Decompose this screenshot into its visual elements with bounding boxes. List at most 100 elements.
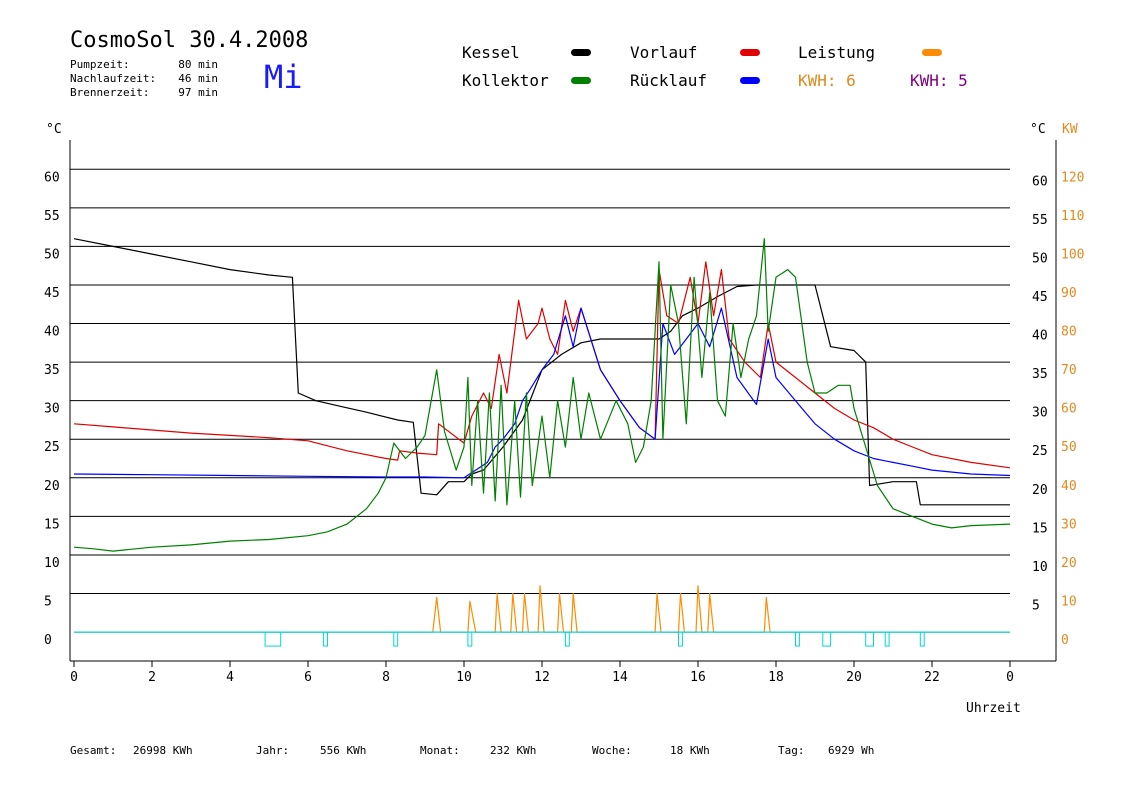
pump-marker — [467, 631, 473, 647]
kw-tick-label: 40 — [1061, 479, 1077, 494]
y-tick-label-right: 15 — [1032, 521, 1048, 536]
kw-tick-label: 10 — [1061, 595, 1077, 610]
y-tick-label-right: 40 — [1032, 329, 1048, 344]
x-tick-label: 4 — [226, 670, 234, 685]
kwh-burner-value: KWH: 5 — [910, 71, 968, 90]
footer-day-label: Tag: — [778, 744, 805, 757]
kw-tick-label: 20 — [1061, 556, 1077, 571]
kw-tick-label: 110 — [1061, 209, 1084, 224]
weekday-label: Mi — [264, 58, 303, 96]
y-tick-label-right: 10 — [1032, 560, 1048, 575]
pump-marker — [393, 631, 399, 647]
kw-tick-label: 60 — [1061, 402, 1077, 417]
y-tick-label-left: 20 — [44, 479, 60, 494]
x-tick-label: 18 — [768, 670, 784, 685]
y-tick-label-left: 60 — [44, 170, 60, 185]
x-tick-label: 14 — [612, 670, 628, 685]
footer-month-label: Monat: — [420, 744, 460, 757]
x-tick-label: 0 — [1006, 670, 1014, 685]
pump-marker — [795, 631, 800, 647]
pump-marker — [564, 631, 570, 647]
x-tick-label: 6 — [304, 670, 312, 685]
legend-label-vorlauf: Vorlauf — [630, 43, 698, 62]
footer-month-value: 232 KWh — [490, 744, 537, 757]
legend-swatch-leistung — [922, 49, 942, 56]
pump-time-label: Pumpzeit: — [70, 58, 130, 71]
y-tick-label-right: 5 — [1032, 599, 1040, 614]
legend-swatch-kessel — [571, 49, 591, 56]
legend-label-ruecklauf: Rücklauf — [630, 71, 708, 90]
chart-title: CosmoSol 30.4.2008 — [70, 28, 309, 53]
y-tick-label-right: 30 — [1032, 406, 1048, 421]
y-tick-label-left: 45 — [44, 286, 60, 301]
legend-swatch-vorlauf — [740, 49, 760, 56]
kw-tick-label: 80 — [1061, 325, 1077, 340]
burner-time-value: 97 min — [178, 86, 218, 99]
footer-week-label: Woche: — [592, 744, 632, 757]
series-line-leistung — [74, 585, 1010, 633]
footer-day-value: 6929 Wh — [828, 744, 875, 757]
y-tick-label-left: 55 — [44, 209, 60, 224]
footer-total-label: Gesamt: — [70, 744, 117, 757]
legend-swatch-ruecklauf — [740, 77, 760, 84]
x-tick-label: 16 — [690, 670, 706, 685]
y-tick-label-left: 10 — [44, 556, 60, 571]
legend-label-kollektor: Kollektor — [462, 71, 549, 90]
kw-tick-label: 70 — [1061, 363, 1077, 378]
x-tick-label: 22 — [924, 670, 940, 685]
x-axis-label: Uhrzeit — [966, 701, 1021, 716]
pump-marker — [865, 631, 875, 647]
right-axis-unit: °C — [1030, 122, 1046, 137]
y-tick-label-right: 35 — [1032, 367, 1048, 382]
x-tick-label: 2 — [148, 670, 156, 685]
left-axis-unit: °C — [46, 122, 62, 137]
y-tick-label-left: 15 — [44, 517, 60, 532]
y-tick-label-left: 40 — [44, 325, 60, 340]
burner-time-label: Brennerzeit: — [70, 86, 150, 99]
pump-marker — [822, 631, 832, 647]
y-tick-label-left: 0 — [44, 633, 52, 648]
kw-tick-label: 100 — [1061, 247, 1084, 262]
pump-marker — [919, 631, 925, 647]
series-line-rcklauf — [73, 307, 1011, 479]
pump-time-value: 80 min — [178, 58, 218, 71]
series-line-kollektor — [73, 238, 1011, 552]
pump-marker — [323, 631, 329, 647]
y-tick-label-right: 25 — [1032, 444, 1048, 459]
kw-tick-label: 120 — [1061, 170, 1084, 185]
x-tick-label: 8 — [382, 670, 390, 685]
y-tick-label-right: 45 — [1032, 290, 1048, 305]
y-tick-label-right: 20 — [1032, 483, 1048, 498]
y-tick-label-right: 50 — [1032, 251, 1048, 266]
kwh-solar-value: KWH: 6 — [798, 71, 856, 90]
y-tick-label-right: 55 — [1032, 213, 1048, 228]
x-tick-label: 20 — [846, 670, 862, 685]
kw-tick-label: 50 — [1061, 440, 1077, 455]
kw-tick-label: 0 — [1061, 633, 1069, 648]
right-kw-axis-unit: KW — [1062, 122, 1078, 137]
x-tick-label: 12 — [534, 670, 550, 685]
kw-tick-label: 90 — [1061, 286, 1077, 301]
x-tick-label: 0 — [70, 670, 78, 685]
legend-label-leistung: Leistung — [798, 43, 876, 62]
pump-marker — [678, 631, 683, 647]
x-tick-label: 10 — [456, 670, 472, 685]
pump-marker — [264, 631, 282, 647]
footer-year-value: 556 KWh — [320, 744, 367, 757]
series-line-vorlauf — [73, 261, 1011, 469]
y-tick-label-left: 25 — [44, 440, 60, 455]
legend-label-kessel: Kessel — [462, 43, 520, 62]
y-tick-label-left: 30 — [44, 402, 60, 417]
y-tick-label-left: 35 — [44, 363, 60, 378]
kw-tick-label: 30 — [1061, 517, 1077, 532]
overrun-time-label: Nachlaufzeit: — [70, 72, 157, 85]
y-tick-label-left: 50 — [44, 247, 60, 262]
y-tick-label-right: 60 — [1032, 174, 1048, 189]
legend-swatch-kollektor — [571, 77, 591, 84]
footer-year-label: Jahr: — [256, 744, 290, 757]
footer-total-value: 26998 KWh — [133, 744, 193, 757]
y-tick-label-left: 5 — [44, 595, 52, 610]
footer-week-value: 18 KWh — [670, 744, 710, 757]
overrun-time-value: 46 min — [178, 72, 218, 85]
